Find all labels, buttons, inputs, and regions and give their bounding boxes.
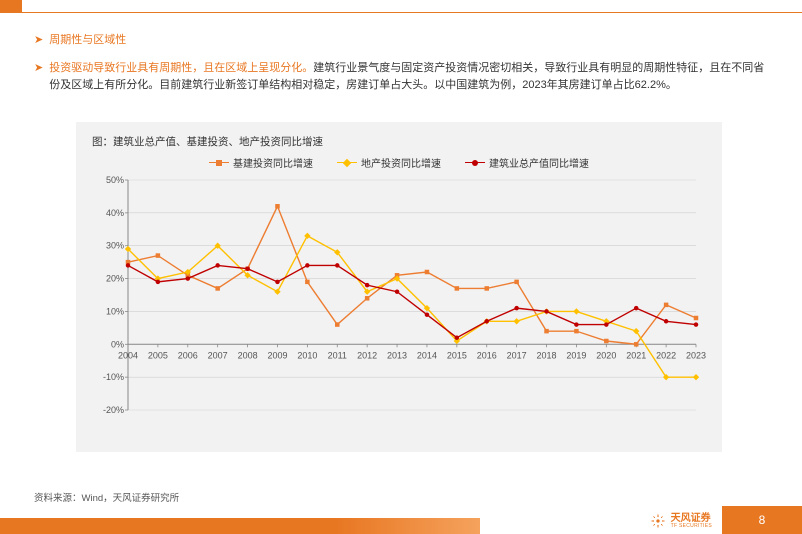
legend-marker-diamond-icon [337,159,357,167]
svg-text:2015: 2015 [447,350,467,360]
svg-text:2018: 2018 [537,350,557,360]
paragraph: 投资驱动导致行业具有周期性，且在区域上呈现分化。建筑行业景气度与固定资产投资情况… [49,60,768,95]
logo-text: 天风证券 [671,514,712,524]
svg-text:2021: 2021 [626,350,646,360]
logo-sparkle-icon [649,512,667,530]
svg-text:2006: 2006 [178,350,198,360]
heading-2-lead: 投资驱动导致行业具有周期性，且在区域上呈现分化。 [49,62,313,74]
svg-text:2014: 2014 [417,350,437,360]
legend-label: 地产投资同比增速 [361,155,441,170]
heading-row-1: ➤ 周期性与区域性 [34,32,768,50]
svg-text:2004: 2004 [118,350,138,360]
svg-text:2020: 2020 [596,350,616,360]
svg-text:50%: 50% [106,175,124,185]
heading-row-2: ➤ 投资驱动导致行业具有周期性，且在区域上呈现分化。建筑行业景气度与固定资产投资… [34,60,768,95]
svg-text:20%: 20% [106,274,124,284]
svg-text:2005: 2005 [148,350,168,360]
chart-plot-area: -20% -10% 0% 10% 20% 30% 40% 50% 2004 2005 2006 200… [92,174,706,434]
legend-item-infra: 基建投资同比增速 [209,155,313,170]
svg-text:2016: 2016 [477,350,497,360]
legend-label: 建筑业总产值同比增速 [489,155,589,170]
svg-text:-10%: -10% [103,372,124,382]
chart-panel: 图：建筑业总产值、基建投资、地产投资同比增速 基建投资同比增速 地产投资同比增速… [76,122,722,452]
page-number: 8 [759,513,766,527]
svg-text:0%: 0% [111,339,124,349]
legend-label: 基建投资同比增速 [233,155,313,170]
svg-text:2017: 2017 [507,350,527,360]
legend-marker-square-icon [209,159,229,167]
footer: 天风证券 TF SECURITIES 8 [0,506,802,534]
svg-text:2009: 2009 [267,350,287,360]
legend-item-realest: 地产投资同比增速 [337,155,441,170]
svg-text:30%: 30% [106,241,124,251]
svg-text:2010: 2010 [297,350,317,360]
top-divider [0,12,802,13]
legend-item-constr: 建筑业总产值同比增速 [465,155,589,170]
content-region: ➤ 周期性与区域性 ➤ 投资驱动导致行业具有周期性，且在区域上呈现分化。建筑行业… [34,32,768,105]
heading-1: 周期性与区域性 [49,32,126,50]
svg-text:2008: 2008 [238,350,258,360]
svg-text:2012: 2012 [357,350,377,360]
svg-text:2023: 2023 [686,350,706,360]
chart-legend: 基建投资同比增速 地产投资同比增速 建筑业总产值同比增速 [92,155,706,170]
bullet-arrow-icon: ➤ [34,60,43,78]
logo-subtext: TF SECURITIES [671,524,712,529]
logo: 天风证券 TF SECURITIES [649,512,712,530]
svg-text:-20%: -20% [103,405,124,415]
chart-title: 图：建筑业总产值、基建投资、地产投资同比增速 [92,134,706,149]
legend-marker-circle-icon [465,159,485,167]
page-number-box: 8 [722,506,802,534]
svg-text:2019: 2019 [566,350,586,360]
svg-text:10%: 10% [106,306,124,316]
svg-text:40%: 40% [106,208,124,218]
line-chart-svg: -20% -10% 0% 10% 20% 30% 40% 50% 2004 2005 2006 200… [92,174,706,434]
svg-text:2022: 2022 [656,350,676,360]
bullet-arrow-icon: ➤ [34,32,43,50]
top-accent-block [0,0,22,12]
svg-text:2011: 2011 [328,350,347,360]
svg-text:2013: 2013 [387,350,407,360]
source-line: 资料来源：Wind，天风证券研究所 [34,490,179,504]
footer-gradient-bar [0,518,480,534]
svg-text:2007: 2007 [208,350,228,360]
